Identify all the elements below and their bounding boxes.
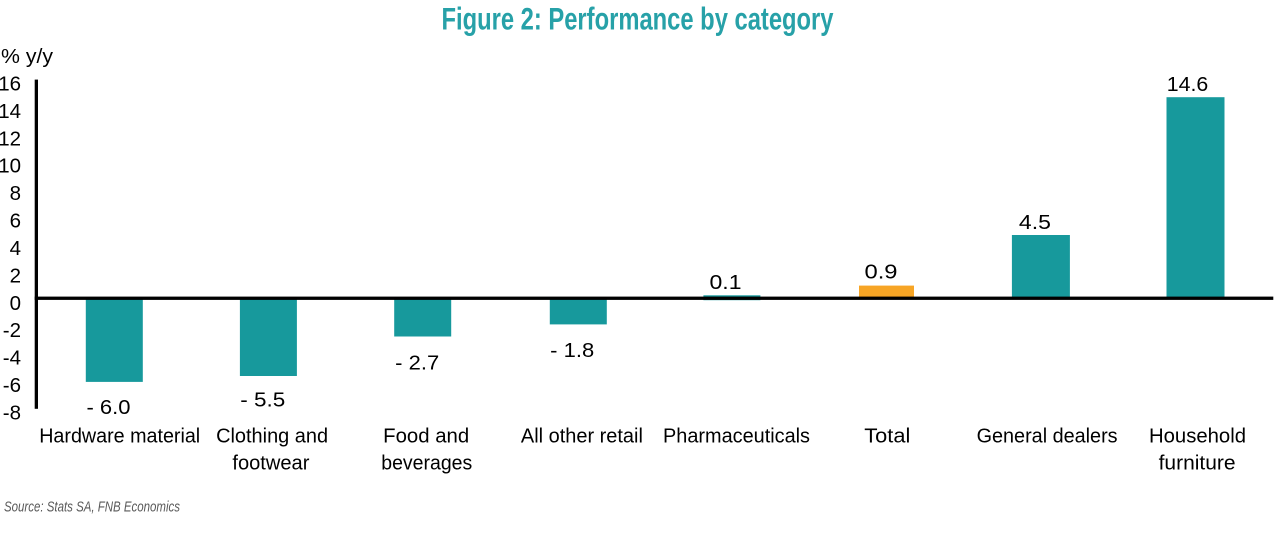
svg-text:footwear: footwear xyxy=(232,452,309,474)
svg-text:10: 10 xyxy=(0,155,21,178)
svg-text:All other retail: All other retail xyxy=(521,426,643,448)
svg-text:-2: -2 xyxy=(3,319,21,342)
svg-text:Figure 2: Performance by categ: Figure 2: Performance by category xyxy=(442,1,834,37)
svg-text:6: 6 xyxy=(10,210,21,233)
svg-text:% y/y: % y/y xyxy=(1,46,53,68)
svg-text:0: 0 xyxy=(10,292,21,315)
svg-text:- 6.0: - 6.0 xyxy=(87,396,131,419)
svg-text:4.5: 4.5 xyxy=(1019,211,1051,234)
svg-text:- 1.8: - 1.8 xyxy=(550,339,594,362)
svg-text:14: 14 xyxy=(0,100,21,123)
svg-text:14.6: 14.6 xyxy=(1167,73,1209,96)
svg-text:0.1: 0.1 xyxy=(710,271,742,294)
svg-text:- 2.7: - 2.7 xyxy=(395,352,439,375)
svg-text:0.9: 0.9 xyxy=(865,260,898,283)
svg-text:Hardware material: Hardware material xyxy=(39,426,200,448)
svg-text:-4: -4 xyxy=(3,347,21,370)
svg-text:furniture: furniture xyxy=(1159,452,1236,474)
svg-text:Total: Total xyxy=(864,426,910,448)
svg-text:2: 2 xyxy=(10,264,21,287)
svg-text:Source: Stats SA, FNB Economic: Source: Stats SA, FNB Economics xyxy=(4,499,180,516)
svg-text:General dealers: General dealers xyxy=(977,426,1118,448)
svg-text:8: 8 xyxy=(10,182,21,205)
svg-text:Clothing and: Clothing and xyxy=(216,426,328,448)
svg-text:Pharmaceuticals: Pharmaceuticals xyxy=(663,426,810,448)
svg-text:-6: -6 xyxy=(3,374,21,397)
svg-text:Household: Household xyxy=(1149,426,1246,448)
svg-text:beverages: beverages xyxy=(381,452,472,474)
svg-text:- 5.5: - 5.5 xyxy=(240,388,285,411)
svg-text:12: 12 xyxy=(0,127,21,150)
svg-text:-8: -8 xyxy=(3,402,21,425)
svg-text:Food and: Food and xyxy=(383,426,469,448)
svg-text:4: 4 xyxy=(10,237,21,260)
svg-text:16: 16 xyxy=(0,73,21,96)
